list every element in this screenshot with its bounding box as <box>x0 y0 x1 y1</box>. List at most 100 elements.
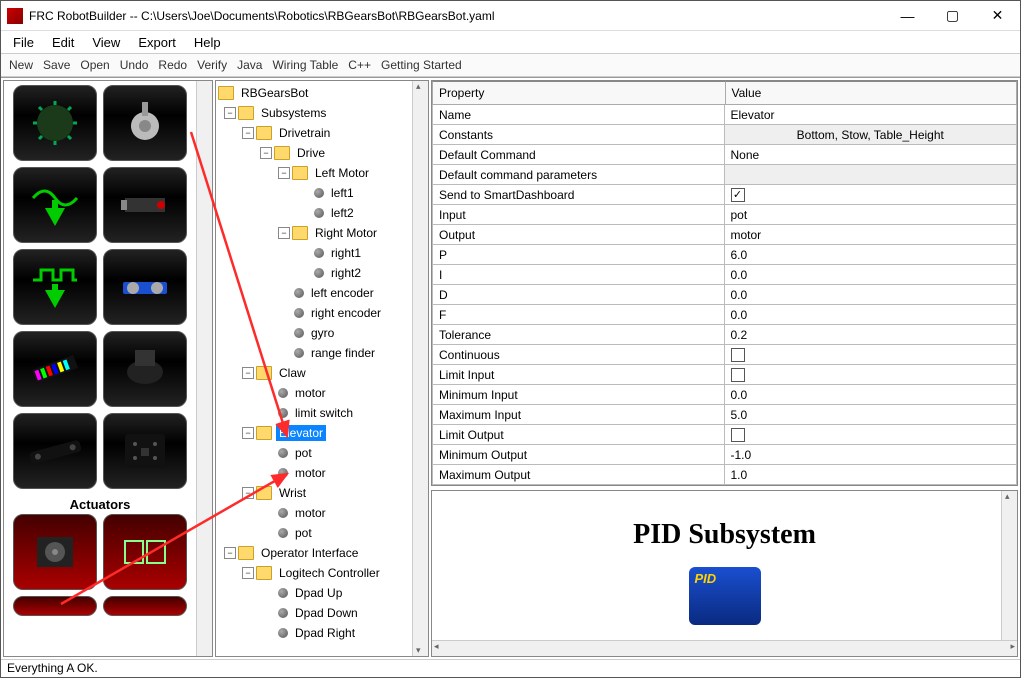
tree-left-motor[interactable]: Left Motor <box>312 165 372 181</box>
prop-value[interactable]: ✓ <box>725 185 1018 205</box>
tree-left1[interactable]: left1 <box>328 185 357 201</box>
tree-elevator[interactable]: Elevator <box>276 425 326 441</box>
tree-elevator-motor[interactable]: motor <box>292 465 329 481</box>
prop-value[interactable]: 0.0 <box>725 285 1018 305</box>
prop-header-property: Property <box>432 81 725 105</box>
tb-getting-started[interactable]: Getting Started <box>377 56 466 74</box>
checkbox[interactable] <box>731 428 745 442</box>
palette-item[interactable] <box>103 331 187 407</box>
tree-right-motor[interactable]: Right Motor <box>312 225 380 241</box>
minimize-button[interactable]: — <box>885 1 930 30</box>
tree-left-encoder[interactable]: left encoder <box>308 285 377 301</box>
tb-save[interactable]: Save <box>39 56 74 74</box>
tree-subsystems[interactable]: Subsystems <box>258 105 329 121</box>
checkbox[interactable]: ✓ <box>731 188 745 202</box>
tree-dpad-up[interactable]: Dpad Up <box>292 585 345 601</box>
tb-open[interactable]: Open <box>76 56 113 74</box>
prop-value[interactable]: 0.0 <box>725 265 1018 285</box>
prop-key: Minimum Input <box>432 385 725 405</box>
prop-value[interactable]: Elevator <box>725 105 1018 125</box>
prop-value[interactable]: 0.0 <box>725 305 1018 325</box>
checkbox[interactable] <box>731 348 745 362</box>
tree-claw[interactable]: Claw <box>276 365 309 381</box>
tb-java[interactable]: Java <box>233 56 266 74</box>
tree-scrollbar[interactable] <box>412 81 428 656</box>
window-title: FRC RobotBuilder -- C:\Users\Joe\Documen… <box>29 9 885 23</box>
tree-wrist-pot[interactable]: pot <box>292 525 315 541</box>
tree-right2[interactable]: right2 <box>328 265 364 281</box>
help-hscrollbar[interactable] <box>432 640 1017 656</box>
tb-verify[interactable]: Verify <box>193 56 231 74</box>
prop-value[interactable]: 0.2 <box>725 325 1018 345</box>
prop-value[interactable]: 5.0 <box>725 405 1018 425</box>
tree-wrist-motor[interactable]: motor <box>292 505 329 521</box>
tb-redo[interactable]: Redo <box>154 56 191 74</box>
tree-gyro[interactable]: gyro <box>308 325 337 341</box>
tree-drivetrain[interactable]: Drivetrain <box>276 125 333 141</box>
tb-wiring[interactable]: Wiring Table <box>268 56 342 74</box>
prop-value[interactable] <box>725 345 1018 365</box>
palette-item[interactable] <box>103 167 187 243</box>
tree-root[interactable]: RBGearsBot <box>238 85 311 101</box>
tree-oi[interactable]: Operator Interface <box>258 545 361 561</box>
palette-item[interactable] <box>103 249 187 325</box>
menu-bar: File Edit View Export Help <box>1 31 1020 53</box>
palette-grid: Actuators <box>4 81 196 656</box>
prop-value[interactable] <box>725 425 1018 445</box>
tree-dpad-right[interactable]: Dpad Right <box>292 625 358 641</box>
tree-elevator-pot[interactable]: pot <box>292 445 315 461</box>
palette-item[interactable] <box>103 596 187 616</box>
prop-value[interactable]: -1.0 <box>725 445 1018 465</box>
tree-range[interactable]: range finder <box>308 345 378 361</box>
prop-value[interactable]: 1.0 <box>725 465 1018 485</box>
palette-item[interactable] <box>13 596 97 616</box>
tree-wrist[interactable]: Wrist <box>276 485 309 501</box>
prop-value[interactable]: None <box>725 145 1018 165</box>
help-vscrollbar[interactable] <box>1001 491 1017 640</box>
tree-drive[interactable]: Drive <box>294 145 328 161</box>
palette-item[interactable] <box>13 514 97 590</box>
menu-export[interactable]: Export <box>130 33 184 52</box>
tb-new[interactable]: New <box>5 56 37 74</box>
tree-right1[interactable]: right1 <box>328 245 364 261</box>
prop-header-value: Value <box>725 81 1018 105</box>
palette-item[interactable] <box>13 167 97 243</box>
palette-item[interactable] <box>13 413 97 489</box>
palette-item[interactable] <box>13 249 97 325</box>
prop-value[interactable]: Bottom, Stow, Table_Height <box>725 125 1018 145</box>
tree-right-encoder[interactable]: right encoder <box>308 305 384 321</box>
palette-item[interactable] <box>103 85 187 161</box>
prop-key: P <box>432 245 725 265</box>
prop-value[interactable]: 6.0 <box>725 245 1018 265</box>
checkbox[interactable] <box>731 368 745 382</box>
tree-dpad-down[interactable]: Dpad Down <box>292 605 361 621</box>
app-window: FRC RobotBuilder -- C:\Users\Joe\Documen… <box>0 0 1021 678</box>
tree-joystick[interactable]: Logitech Controller <box>276 565 383 581</box>
prop-key: Default Command <box>432 145 725 165</box>
palette-item[interactable] <box>13 331 97 407</box>
maximize-button[interactable]: ▢ <box>930 1 975 30</box>
component-tree[interactable]: RBGearsBot −Subsystems −Drivetrain −Driv… <box>216 81 412 656</box>
tree-claw-motor[interactable]: motor <box>292 385 329 401</box>
prop-value[interactable]: pot <box>725 205 1018 225</box>
tree-left2[interactable]: left2 <box>328 205 357 221</box>
tb-cpp[interactable]: C++ <box>344 56 375 74</box>
status-bar: Everything A OK. <box>1 659 1020 677</box>
palette-item[interactable] <box>103 514 187 590</box>
menu-help[interactable]: Help <box>186 33 229 52</box>
menu-edit[interactable]: Edit <box>44 33 82 52</box>
menu-file[interactable]: File <box>5 33 42 52</box>
prop-value[interactable]: 0.0 <box>725 385 1018 405</box>
palette-section-label: Actuators <box>8 495 192 514</box>
palette-item[interactable] <box>13 85 97 161</box>
menu-view[interactable]: View <box>84 33 128 52</box>
prop-value[interactable]: motor <box>725 225 1018 245</box>
prop-value[interactable] <box>725 165 1018 185</box>
prop-value[interactable] <box>725 365 1018 385</box>
tree-claw-limit[interactable]: limit switch <box>292 405 356 421</box>
palette-scrollbar[interactable] <box>196 81 212 656</box>
palette-item[interactable] <box>103 413 187 489</box>
tb-undo[interactable]: Undo <box>116 56 153 74</box>
prop-key: Constants <box>432 125 725 145</box>
close-button[interactable]: ✕ <box>975 1 1020 30</box>
